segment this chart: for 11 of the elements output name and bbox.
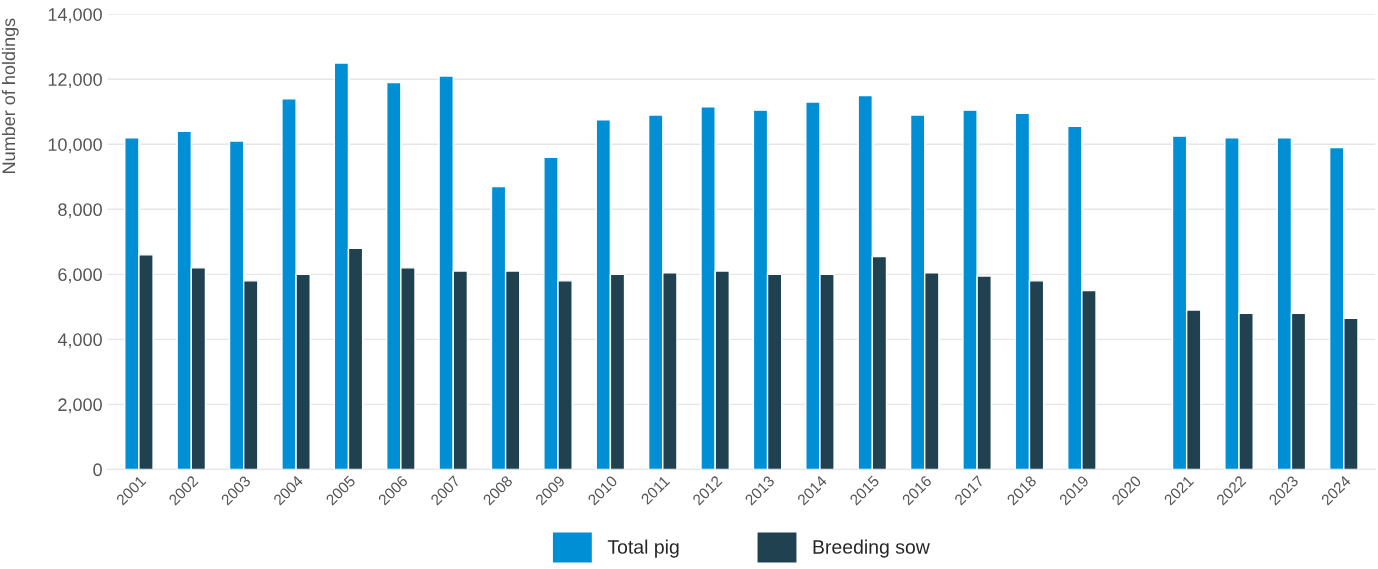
y-tick-label: 8,000: [58, 203, 102, 219]
y-axis-title: Number of holdings: [1, 18, 19, 173]
y-tick-label: 0: [93, 463, 102, 477]
y-tick-label: 12,000: [48, 73, 102, 89]
y-tick-label: 4,000: [57, 333, 102, 349]
y-tick-label: 10,000: [48, 138, 102, 154]
legend-label: Total pig: [607, 539, 679, 558]
legend-label: Breeding sow: [813, 539, 930, 558]
y-tick-label: 6,000: [58, 268, 102, 284]
y-tick-label: 14,000: [48, 8, 102, 24]
y-tick-label: 2,000: [58, 398, 102, 414]
